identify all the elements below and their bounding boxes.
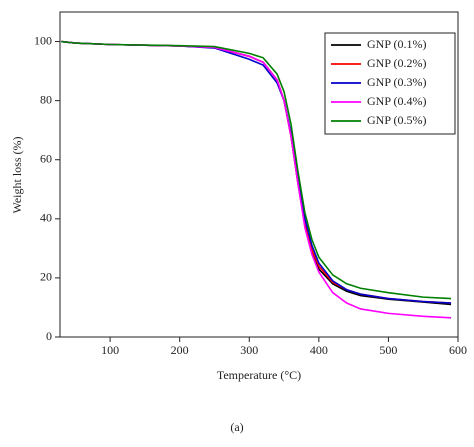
y-tick-label: 20 [40, 270, 52, 284]
legend-label: GNP (0.5%) [367, 113, 427, 127]
legend-label: GNP (0.1%) [367, 37, 427, 51]
x-tick-label: 100 [101, 343, 119, 357]
data-line [61, 40, 452, 300]
x-axis-label: Temperature (°C) [217, 368, 301, 382]
y-tick-label: 80 [40, 92, 52, 106]
x-tick-label: 200 [171, 343, 189, 357]
plot-frame [59, 11, 459, 338]
caption: (a) [230, 420, 243, 434]
y-tick-label: 40 [40, 211, 52, 225]
legend-box [324, 32, 456, 135]
x-tick-label: 600 [449, 343, 467, 357]
legend-label: GNP (0.4%) [367, 94, 427, 108]
legend-label: GNP (0.3%) [367, 75, 427, 89]
y-tick-label: 60 [40, 151, 52, 165]
y-tick-label: 0 [46, 329, 52, 343]
x-tick-label: 300 [240, 343, 258, 357]
x-tick-label: 400 [310, 343, 328, 357]
legend-label: GNP (0.2%) [367, 56, 427, 70]
y-axis-label: Weight loss (%) [10, 136, 24, 213]
x-tick-label: 500 [379, 343, 397, 357]
y-tick-label: 100 [34, 33, 52, 47]
